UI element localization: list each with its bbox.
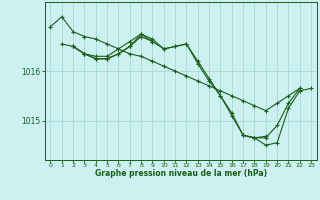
X-axis label: Graphe pression niveau de la mer (hPa): Graphe pression niveau de la mer (hPa): [95, 169, 267, 178]
